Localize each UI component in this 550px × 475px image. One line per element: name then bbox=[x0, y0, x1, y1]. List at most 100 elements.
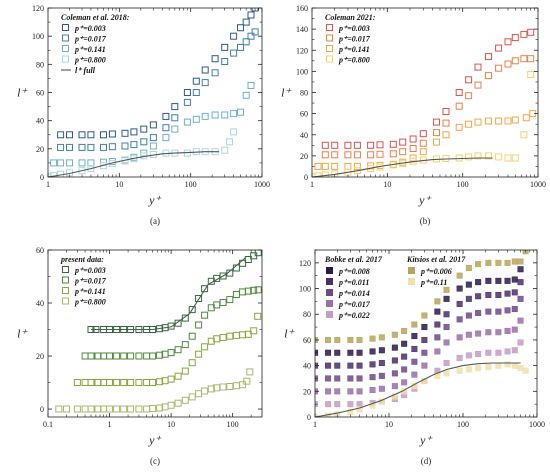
chart-a-point bbox=[171, 125, 179, 133]
chart-c: 0.1 1 10 100 0 20 40 60 y⁺ l⁺ present data: p⁺=… bbox=[17, 246, 263, 466]
chart-d-series-5 bbox=[315, 339, 524, 408]
chart-d-point bbox=[485, 259, 492, 266]
chart-c-point bbox=[219, 383, 227, 391]
chart-c-point bbox=[181, 396, 189, 404]
chart-b-point bbox=[419, 139, 427, 147]
chart-d-point bbox=[504, 361, 511, 368]
chart-a-xtick-label: 10 bbox=[115, 180, 123, 189]
chart-d-point bbox=[391, 383, 398, 390]
chart-c-point bbox=[113, 352, 121, 360]
chart-a-ytick-label: 100 bbox=[32, 32, 44, 41]
chart-a-legend-swatch bbox=[62, 34, 69, 42]
chart-c-legend-label: p⁺=0.800 bbox=[74, 298, 106, 307]
chart-c-ytick-label: 60 bbox=[36, 246, 44, 255]
chart-b-point bbox=[433, 138, 440, 146]
chart-d-series-7 bbox=[315, 362, 521, 417]
chart-c-point bbox=[81, 379, 89, 386]
chart-b-ytick-label: 20 bbox=[300, 152, 308, 161]
chart-d-legend-swatch bbox=[408, 267, 415, 274]
chart-c-point bbox=[181, 367, 189, 375]
chart-d-point bbox=[347, 401, 354, 408]
chart-d-point bbox=[522, 367, 529, 374]
chart-a-point bbox=[130, 141, 138, 149]
chart-d-point bbox=[421, 336, 428, 343]
chart-c-point bbox=[219, 299, 227, 306]
chart-c-point bbox=[120, 379, 128, 386]
chart-c-legend-label: p⁺=0.017 bbox=[74, 277, 107, 286]
chart-b-point bbox=[485, 72, 492, 80]
chart-b-ytick-label: 40 bbox=[300, 131, 308, 140]
chart-d-point bbox=[434, 298, 441, 305]
chart-c-series-2 bbox=[73, 312, 262, 386]
chart-d-point bbox=[511, 289, 518, 296]
chart-d-point bbox=[378, 360, 385, 367]
chart-c-legend-swatch bbox=[62, 266, 69, 273]
chart-c-caption: (c) bbox=[150, 456, 160, 466]
chart-b-legend-label: p⁺=0.800 bbox=[338, 56, 370, 65]
chart-c-point bbox=[195, 350, 203, 358]
chart-c-point bbox=[81, 405, 89, 413]
chart-c-legend-label: p⁺=0.141 bbox=[74, 287, 106, 296]
chart-b-legend-label: p⁺=0.141 bbox=[338, 45, 370, 54]
chart-a-point bbox=[100, 143, 107, 151]
chart-c-point bbox=[188, 332, 196, 340]
chart-b-point bbox=[409, 135, 417, 143]
chart-d-point bbox=[511, 276, 518, 283]
chart-d-point bbox=[391, 370, 398, 377]
chart-c-point bbox=[174, 346, 182, 354]
chart-b-point bbox=[455, 89, 463, 96]
chart-a-legend-label: p⁺=0.800 bbox=[74, 56, 106, 65]
chart-d-series-6 bbox=[315, 361, 529, 417]
chart-b-point bbox=[511, 154, 519, 162]
chart-c-point bbox=[243, 377, 251, 385]
chart-b-series-2 bbox=[314, 110, 537, 170]
chart-b-point bbox=[419, 148, 427, 156]
chart-a-point bbox=[251, 8, 259, 12]
chart-b-point bbox=[321, 151, 329, 159]
chart-a-point bbox=[108, 130, 116, 138]
chart-a-ytick-label: 60 bbox=[36, 89, 44, 98]
chart-b-point bbox=[389, 140, 397, 148]
chart-c-point bbox=[167, 349, 175, 357]
chart-b-legend-label: p⁺=0.017 bbox=[338, 35, 371, 44]
chart-d-point bbox=[465, 264, 472, 271]
chart-d-point bbox=[401, 327, 408, 334]
chart-a-point bbox=[221, 111, 229, 119]
chart-a-ylabel: l⁺ bbox=[17, 86, 28, 100]
chart-d-point bbox=[456, 367, 463, 374]
chart-b-point bbox=[433, 129, 440, 137]
chart-b-point bbox=[455, 123, 463, 131]
chart-d-point bbox=[504, 259, 511, 266]
chart-d-point bbox=[401, 379, 408, 386]
chart-a-point bbox=[162, 134, 170, 142]
chart-d-point bbox=[475, 261, 482, 268]
chart-d-point bbox=[378, 334, 385, 341]
chart-b-point bbox=[511, 34, 519, 42]
chart-b-legend-swatch bbox=[326, 45, 333, 52]
chart-c-point bbox=[106, 352, 113, 360]
chart-d-point bbox=[485, 363, 492, 370]
chart-c-point bbox=[244, 256, 252, 263]
chart-b-point bbox=[474, 152, 482, 160]
chart-c-point bbox=[188, 393, 196, 401]
chart-c-point bbox=[239, 331, 247, 339]
chart-d-point bbox=[356, 406, 363, 413]
chart-d-point bbox=[391, 344, 398, 351]
chart-d-ylabel: l⁺ bbox=[284, 327, 295, 341]
chart-d-xlabel: y⁺ bbox=[419, 433, 433, 447]
chart-b-xtick-label: 1 bbox=[310, 180, 314, 189]
chart-a-ytick-label: 120 bbox=[32, 4, 44, 13]
chart-a: 1 10 100 1000 0 20 40 60 80 100 120 y⁺ l⁺ Coleman… bbox=[17, 4, 270, 226]
chart-b-point bbox=[344, 162, 352, 170]
chart-a-xticks: 1 10 100 1000 bbox=[46, 8, 270, 189]
chart-c-point bbox=[143, 352, 151, 360]
chart-c-point bbox=[232, 382, 240, 390]
chart-a-point bbox=[221, 43, 229, 51]
chart-d-ytick-label: 100 bbox=[299, 285, 311, 294]
chart-a-point bbox=[87, 165, 95, 173]
chart-c-point bbox=[226, 383, 234, 390]
chart-d-xtick-label: 1 bbox=[313, 420, 317, 429]
chart-b-xticks: 1 10 100 1000 bbox=[310, 8, 546, 189]
chart-b-point bbox=[409, 145, 417, 152]
chart-d-ytick-label: 120 bbox=[299, 259, 311, 268]
